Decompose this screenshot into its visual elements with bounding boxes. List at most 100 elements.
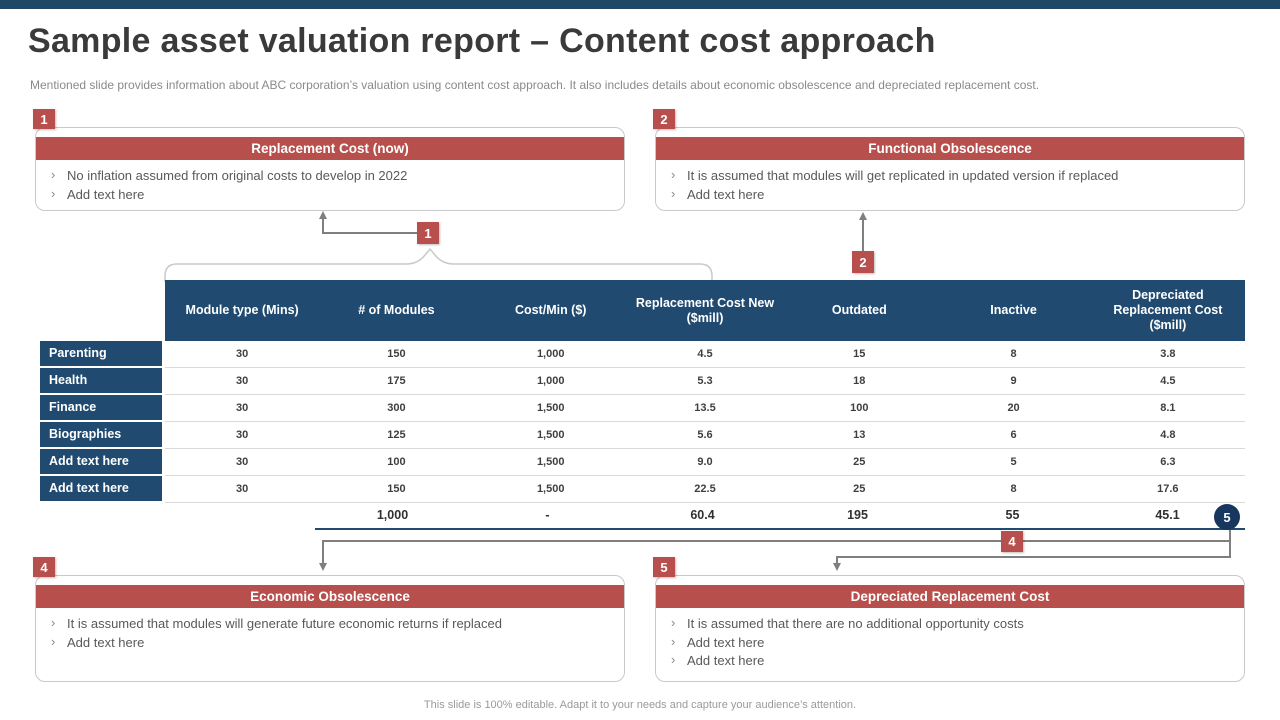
valuation-table: Module type (Mins) # of Modules Cost/Min… [165, 280, 1245, 503]
callout-title: Economic Obsolescence [36, 585, 624, 608]
total-cost-min: - [545, 508, 550, 522]
column-header: Outdated [831, 303, 887, 317]
table-cell: 175 [319, 368, 474, 395]
table-cell: 8 [936, 476, 1091, 503]
total-outdated: 195 [847, 508, 868, 522]
table-row: 30 150 1,000 4.5 15 8 3.8 [165, 341, 1245, 368]
bullet-item-placeholder[interactable]: Add text here [670, 651, 1230, 671]
table-row: 30 175 1,000 5.3 18 9 4.5 [165, 368, 1245, 395]
table-cell: 9.0 [627, 449, 783, 476]
table-cell: 1,500 [473, 476, 628, 503]
table-cell: 5.6 [627, 422, 783, 449]
total-circle-badge-5: 5 [1214, 504, 1240, 530]
callout-bullet-list: No inflation assumed from original costs… [36, 160, 624, 204]
connector-badge-2: 2 [852, 251, 874, 273]
table-cell: 30 [165, 368, 320, 395]
arrow-to-box5 [836, 530, 1231, 564]
row-label-finance: Finance [40, 395, 162, 420]
table-row: 30 300 1,500 13.5 100 20 8.1 [165, 395, 1245, 422]
table-row: 30 100 1,500 9.0 25 5 6.3 [165, 449, 1245, 476]
page-subtitle: Mentioned slide provides information abo… [30, 78, 1040, 92]
bullet-item: It is assumed that modules will get repl… [670, 166, 1230, 186]
callout-replacement-cost-now: 1 Replacement Cost (now) No inflation as… [33, 109, 625, 211]
table-cell: 30 [165, 449, 320, 476]
callout-bullet-list: It is assumed that there are no addition… [656, 608, 1244, 671]
table-totals-row: 1,000 - 60.4 195 55 45.1 [315, 503, 1245, 530]
table-cell: 30 [165, 422, 320, 449]
bullet-item-placeholder[interactable]: Add text here [670, 633, 1230, 653]
table-cell: 15 [782, 341, 937, 368]
callout-number-badge: 4 [33, 557, 55, 577]
table-cell: 5.3 [627, 368, 783, 395]
column-header: Cost/Min ($) [514, 303, 587, 317]
table-cell: 18 [782, 368, 937, 395]
callout-title: Replacement Cost (now) [36, 137, 624, 160]
table-cell: 20 [936, 395, 1091, 422]
table-cell: 5 [936, 449, 1091, 476]
table-cell: 30 [165, 395, 320, 422]
row-label-health: Health [40, 368, 162, 393]
page-title: Sample asset valuation report – Content … [28, 22, 936, 60]
table-cell: 25 [782, 476, 937, 503]
callout-number-badge: 5 [653, 557, 675, 577]
arrowhead-box4 [319, 563, 327, 571]
table-cell: 6.3 [1090, 449, 1245, 476]
editable-note: This slide is 100% editable. Adapt it to… [423, 699, 857, 711]
table-cell: 1,500 [473, 449, 628, 476]
column-header: Depreciated Replacement Cost ($mill) [1113, 288, 1223, 332]
table-cell: 6 [936, 422, 1091, 449]
table-cell: 13.5 [627, 395, 783, 422]
table-cell: 100 [782, 395, 937, 422]
table-cell: 13 [782, 422, 937, 449]
table-cell: 9 [936, 368, 1091, 395]
table-cell: 4.5 [627, 341, 783, 368]
total-inactive: 55 [1005, 508, 1020, 522]
bullet-item-placeholder[interactable]: Add text here [50, 633, 610, 653]
column-header: Replacement Cost New ($mill) [635, 295, 775, 325]
bullet-item-placeholder[interactable]: Add text here [50, 185, 610, 205]
top-accent-bar [0, 0, 1280, 9]
callout-bullet-list: It is assumed that modules will generate… [36, 608, 624, 652]
table-cell: 150 [319, 341, 474, 368]
callout-title: Depreciated Replacement Cost [656, 585, 1244, 608]
callout-economic-obsolescence: 4 Economic Obsolescence It is assumed th… [33, 557, 625, 682]
connector-badge-4: 4 [1001, 531, 1023, 552]
table-cell: 1,000 [473, 368, 628, 395]
table-cell: 100 [319, 449, 474, 476]
arrowhead-box1 [319, 211, 327, 219]
bullet-item: It is assumed that there are no addition… [670, 614, 1230, 634]
bullet-item: It is assumed that modules will generate… [50, 614, 610, 634]
table-cell: 150 [319, 476, 474, 503]
callout-functional-obsolescence: 2 Functional Obsolescence It is assumed … [653, 109, 1245, 211]
callout-depreciated-replacement-cost: 5 Depreciated Replacement Cost It is ass… [653, 557, 1245, 682]
table-row: 30 125 1,500 5.6 13 6 4.8 [165, 422, 1245, 449]
table-row: 30 150 1,500 22.5 25 8 17.6 [165, 476, 1245, 503]
table-cell: 30 [165, 341, 320, 368]
table-cell: 125 [319, 422, 474, 449]
table-cell: 17.6 [1090, 476, 1245, 503]
bullet-item-placeholder[interactable]: Add text here [670, 185, 1230, 205]
arrow-to-box1 [322, 217, 417, 234]
table-cell: 1,000 [473, 341, 628, 368]
row-label-parenting: Parenting [40, 341, 162, 366]
row-label-biographies: Biographies [40, 422, 162, 447]
table-cell: 25 [782, 449, 937, 476]
bullet-item: No inflation assumed from original costs… [50, 166, 610, 186]
table-cell: 4.8 [1090, 422, 1245, 449]
total-depreciated-replacement-cost: 45.1 [1155, 508, 1180, 522]
arrowhead-box5 [833, 563, 841, 571]
row-label-placeholder[interactable]: Add text here [40, 449, 162, 474]
arrow-to-box4 [322, 540, 1230, 564]
column-header: # of Modules [358, 303, 435, 317]
column-header: Module type (Mins) [185, 303, 299, 317]
table-cell: 22.5 [627, 476, 783, 503]
row-label-placeholder[interactable]: Add text here [40, 476, 162, 501]
table-cell: 1,500 [473, 422, 628, 449]
table-header-row: Module type (Mins) # of Modules Cost/Min… [165, 280, 1245, 341]
connector-badge-1: 1 [417, 222, 439, 244]
table-cell: 1,500 [473, 395, 628, 422]
table-row-labels: Parenting Health Finance Biographies Add… [40, 341, 162, 503]
callout-title: Functional Obsolescence [656, 137, 1244, 160]
table-brace-outline [164, 247, 713, 282]
arrowhead-box2 [859, 212, 867, 220]
